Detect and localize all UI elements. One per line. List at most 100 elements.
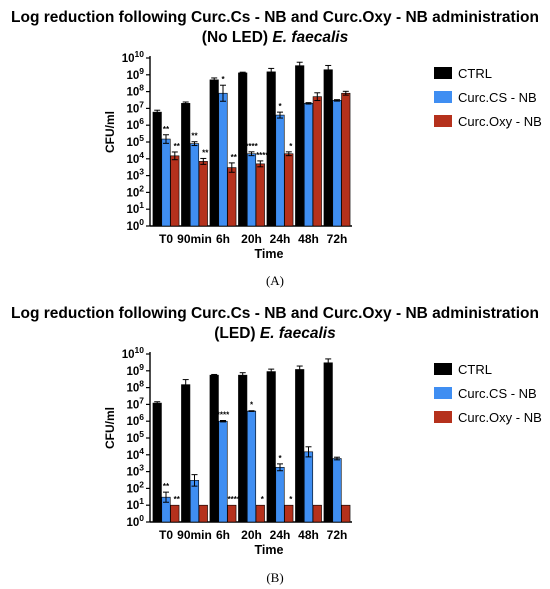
bar: [198, 504, 208, 523]
bar: [266, 71, 276, 227]
bar: [181, 384, 191, 523]
legend-label: Curc.CS - NB: [458, 386, 537, 401]
legend-label: CTRL: [458, 362, 492, 377]
significance-marker: **: [174, 495, 181, 504]
bar: [152, 402, 162, 523]
bar: [189, 143, 200, 227]
significance-marker: **: [231, 153, 238, 162]
legend-label: Curc.Oxy - NB: [458, 114, 542, 129]
bar: [218, 92, 228, 227]
legend-swatch: [434, 67, 452, 79]
bar: [312, 96, 322, 227]
x-axis-label: Time: [255, 247, 284, 261]
x-tick-label: 90min: [177, 232, 212, 246]
y-tick-label: 101: [126, 496, 144, 512]
y-axis-label: CFU/ml: [103, 111, 117, 153]
y-tick-label: 101: [126, 200, 144, 216]
significance-marker: **: [174, 142, 181, 151]
chart-title-condition: (No LED): [201, 29, 273, 46]
bar: [275, 467, 285, 523]
bar: [246, 153, 257, 227]
chart-title-line2: (LED) E. faecalis: [0, 324, 550, 344]
y-axis-label: CFU/ml: [103, 407, 117, 449]
bar: [255, 163, 265, 227]
y-tick-label: 108: [126, 83, 144, 99]
y-tick-label: 102: [126, 183, 144, 199]
significance-marker: *: [278, 102, 282, 111]
significance-marker: ****: [228, 495, 241, 504]
significance-marker: *: [289, 495, 293, 504]
x-tick-label: 24h: [270, 232, 291, 246]
y-tick-label: 107: [126, 395, 144, 411]
y-tick-label: 100: [126, 217, 144, 233]
bar: [152, 111, 162, 227]
significance-marker: *: [289, 142, 293, 151]
y-tick-label: 108: [126, 379, 144, 395]
bar: [323, 69, 333, 227]
y-tick-label: 106: [126, 412, 144, 428]
chart-title-condition: (LED): [214, 325, 260, 342]
x-tick-label: 6h: [216, 232, 230, 246]
y-tick-label: 1010: [122, 49, 145, 65]
bar: [255, 504, 265, 523]
chart-title-line1: Log reduction following Curc.Cs - NB and…: [11, 305, 539, 322]
bar: [295, 369, 305, 523]
legend-swatch: [434, 91, 452, 103]
x-tick-label: T0: [159, 528, 173, 542]
bar: [181, 103, 191, 227]
legend-swatch: [434, 115, 452, 127]
y-tick-label: 109: [126, 362, 144, 378]
y-tick-label: 104: [126, 446, 144, 462]
x-tick-label: 48h: [298, 528, 319, 542]
bar: [266, 371, 276, 523]
bar: [284, 504, 294, 523]
significance-marker: *: [250, 401, 254, 410]
chart-title-line2: (No LED) E. faecalis: [0, 28, 550, 48]
x-tick-label: 72h: [327, 232, 348, 246]
bar: [332, 458, 342, 523]
x-axis-label: Time: [255, 543, 284, 557]
x-tick-label: T0: [159, 232, 173, 246]
panel-b: Log reduction following Curc.Cs - NB and…: [0, 296, 550, 589]
x-tick-label: 72h: [327, 528, 348, 542]
bar: [341, 92, 351, 227]
x-tick-label: 24h: [270, 528, 291, 542]
significance-marker: *: [221, 75, 225, 84]
bar: [238, 374, 248, 523]
bar: [218, 420, 228, 523]
bar: [295, 65, 305, 227]
x-tick-label: 20h: [241, 528, 262, 542]
bar: [323, 362, 333, 523]
significance-marker: *: [278, 454, 282, 463]
bar: [170, 155, 180, 227]
bar: [341, 504, 351, 523]
panel-caption: (A): [265, 273, 285, 288]
bar: [227, 504, 237, 523]
bar: [303, 103, 314, 227]
bar: [209, 374, 219, 523]
chart-title-organism: E. faecalis: [272, 29, 349, 46]
chart-title-organism: E. faecalis: [259, 325, 336, 342]
panel-a: Log reduction following Curc.Cs - NB and…: [0, 0, 550, 292]
significance-marker: ****: [245, 142, 258, 151]
chart-title-line1: Log reduction following Curc.Cs - NB and…: [11, 9, 539, 26]
x-tick-label: 6h: [216, 528, 230, 542]
bar: [275, 114, 285, 227]
legend-label: CTRL: [458, 66, 492, 81]
panel-caption: (B): [266, 570, 284, 585]
y-tick-label: 109: [126, 66, 144, 82]
bar: [312, 504, 322, 523]
bar: [332, 100, 342, 227]
bar: [303, 451, 314, 523]
y-tick-label: 106: [126, 116, 144, 132]
y-tick-label: 104: [126, 150, 144, 166]
legend-swatch: [434, 387, 452, 399]
significance-marker: ****: [256, 151, 269, 160]
significance-marker: **: [163, 482, 170, 491]
y-tick-label: 1010: [122, 345, 145, 361]
y-tick-label: 105: [126, 133, 144, 149]
significance-marker: ****: [217, 411, 230, 420]
y-tick-label: 105: [126, 429, 144, 445]
y-tick-label: 100: [126, 513, 144, 529]
